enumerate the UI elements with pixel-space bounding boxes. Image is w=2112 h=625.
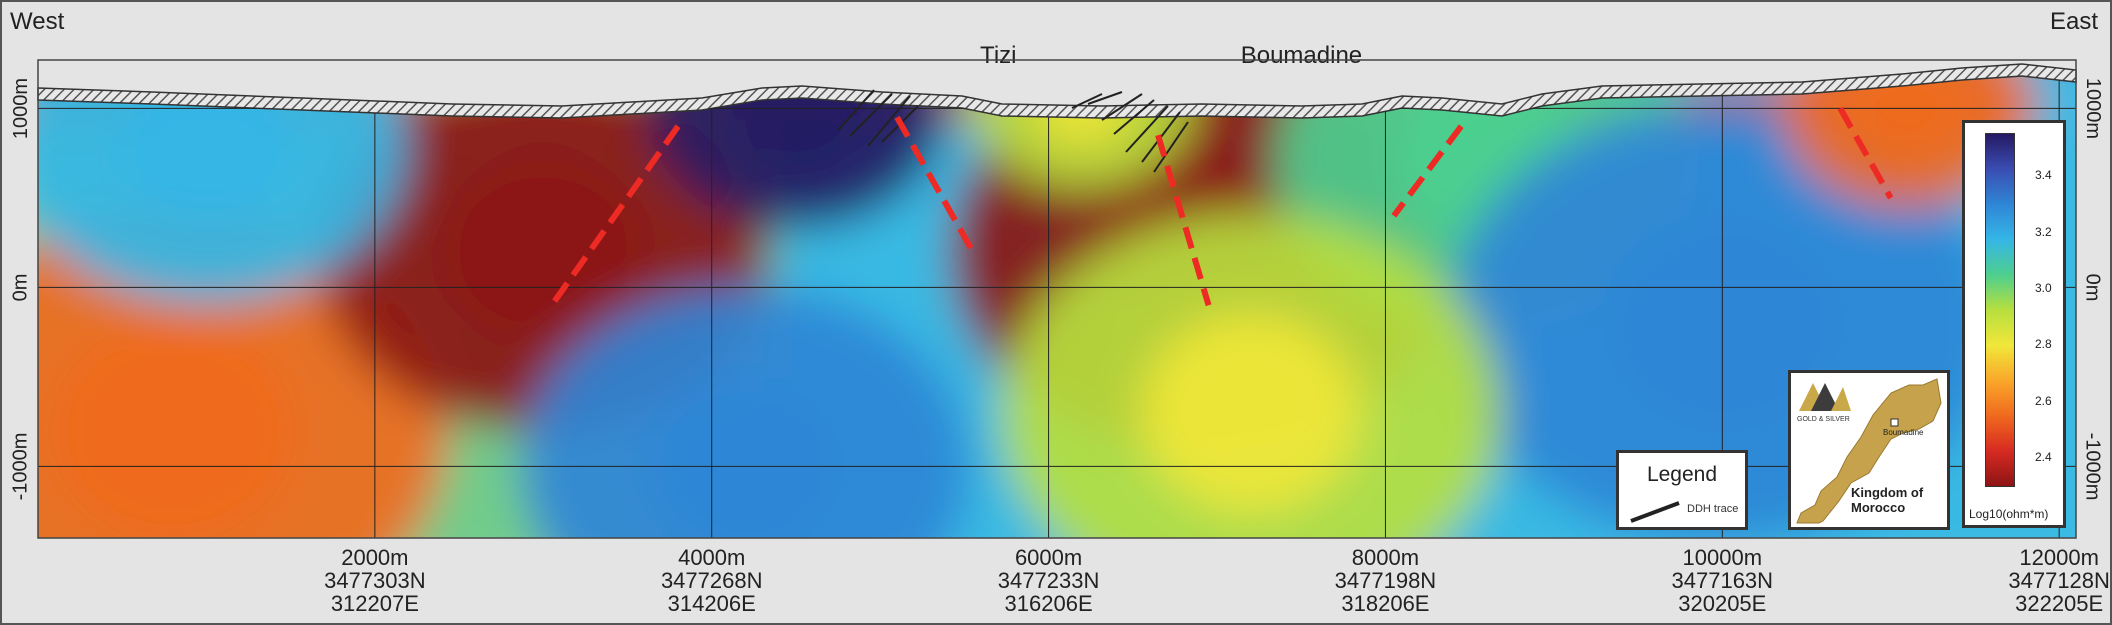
colorbar-tick: 2.6: [2035, 393, 2052, 408]
ddh-trace: [849, 93, 893, 137]
colorbar-tick: 3.2: [2035, 224, 2052, 239]
ddh-trace: [837, 89, 875, 131]
colorbar-ramp: [1985, 133, 2015, 487]
boumadine-text: Boumadine: [1883, 428, 1924, 437]
structure-line: [549, 124, 681, 307]
legend: Legend DDH trace: [1616, 450, 1748, 530]
x-tick-label: 8000m 3477198N 318206E: [1334, 545, 1437, 616]
legend-title: Legend: [1646, 463, 1718, 486]
x-tick-label: 10000m 3477163N 320205E: [1671, 545, 1774, 616]
location-map-inset: GOLD & SILVER Boumadine Kingdom of Moroc…: [1788, 370, 1950, 530]
morocco-shape: [1796, 378, 1942, 524]
structure-line: [1155, 134, 1212, 307]
ddh-trace: [1113, 99, 1155, 135]
ddh-trace: [1125, 105, 1169, 153]
ddh-trace: [1153, 121, 1189, 173]
colorbar-unit-label: Log10(ohm*m): [1969, 507, 2049, 521]
east-label: East: [2049, 8, 2098, 35]
y-tick-label-right: 1000m: [2081, 77, 2104, 139]
x-tick-label: 12000m 3477128N 322205E: [2008, 545, 2110, 616]
y-tick-label-left: 0m: [9, 273, 32, 302]
y-tick-label-left: -1000m: [9, 432, 32, 501]
ddh-trace: [867, 95, 911, 147]
structure-line: [894, 115, 976, 254]
ddh-trace: [1071, 93, 1103, 109]
place-label-boumadine: Boumadine: [1240, 42, 1363, 69]
structure-line: [1391, 124, 1464, 218]
place-label-tizi: Tizi: [980, 42, 1017, 69]
colorbar-tick: 3.4: [2035, 168, 2052, 183]
west-label: West: [10, 8, 65, 35]
y-tick-label-right: -1000m: [2081, 432, 2104, 501]
plot-frame: [37, 59, 2077, 539]
colorbar-tick: 3.0: [2035, 280, 2052, 295]
ddh-trace-swatch: [1630, 501, 1680, 523]
y-tick-label-right: 0m: [2081, 273, 2104, 302]
interpreted-structures: [549, 106, 1894, 307]
y-tick-label-left: 1000m: [9, 77, 32, 139]
legend-item-ddh: DDH trace: [1687, 503, 1739, 515]
structure-line: [1837, 106, 1894, 200]
morocco-map: GOLD & SILVER Boumadine: [1796, 378, 1942, 524]
colorbar-tick: 2.8: [2035, 337, 2052, 352]
x-tick-label: 2000m 3477303N 312207E: [324, 545, 426, 616]
company-logo: [1799, 383, 1851, 411]
country-label: Kingdom of Morocco: [1851, 485, 1924, 515]
ddh-trace: [1087, 91, 1123, 105]
x-tick-label: 6000m 3477233N 316206E: [997, 545, 1100, 616]
boumadine-marker-icon: [1890, 418, 1899, 427]
ddh-trace: [1101, 93, 1143, 121]
x-tick-label: 4000m 3477268N 314206E: [660, 545, 763, 616]
company-text: GOLD & SILVER: [1797, 416, 1850, 423]
colorbar-tick: 2.4: [2035, 449, 2052, 464]
colorbar: 3.4 3.2 3.0 2.8 2.6 2.4 Log10(ohm*m): [1962, 120, 2066, 528]
